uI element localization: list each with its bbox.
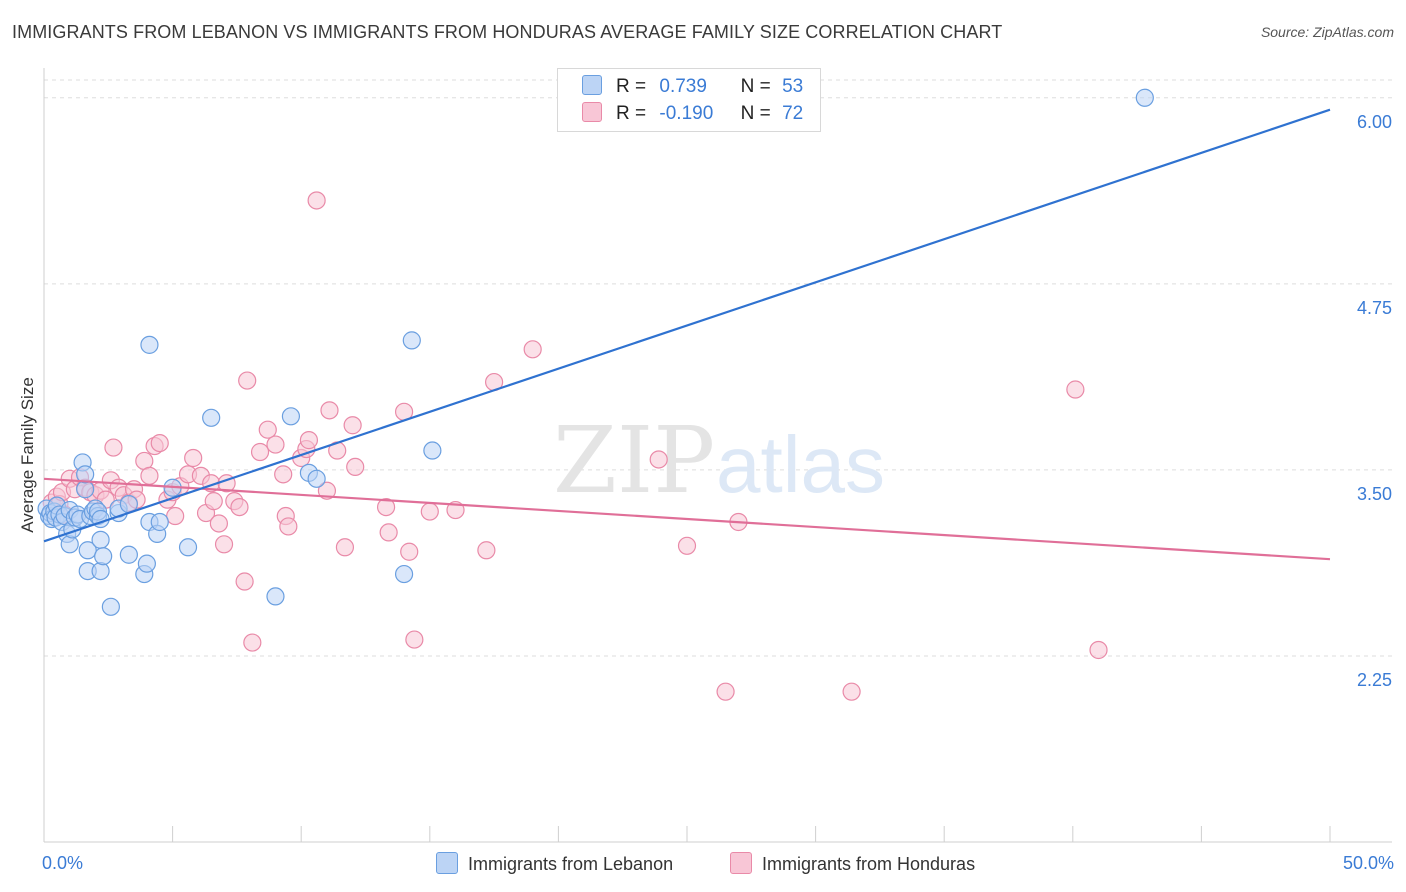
bottom-legend-lebanon: Immigrants from Lebanon [436,852,673,875]
lebanon-point [402,331,421,350]
lebanon-point [266,587,285,606]
bottom-legend-honduras: Immigrants from Honduras [730,852,975,875]
y-tick-label: 2.25 [1357,670,1392,690]
bottom-legend-label-honduras: Immigrants from Honduras [762,854,976,874]
source-label: Source: ZipAtlas.com [1260,24,1394,40]
lebanon-point [91,530,110,549]
lebanon-point [281,407,301,426]
honduras-point [649,450,668,469]
watermark-zip: ZIP [553,407,715,514]
honduras-point [335,538,355,557]
correlation-legend: R = 0.739 N = 53 R = -0.190 N = 72 [557,68,821,132]
legend-n-value-lebanon: 53 [782,76,804,97]
honduras-point [405,630,424,649]
honduras-point [230,497,249,517]
legend-row-lebanon: R = 0.739 N = 53 [582,75,803,99]
watermark-atlas: atlas [716,420,885,509]
honduras-point [307,191,326,210]
lebanon-point [423,441,442,460]
honduras-point [166,506,185,526]
chart-title: IMMIGRANTS FROM LEBANON VS IMMIGRANTS FR… [12,22,1003,42]
honduras-point [1089,640,1108,660]
lebanon-point [78,541,97,560]
lebanon-point [76,465,95,484]
honduras-point [1066,380,1085,399]
x-tick-label-min: 0.0% [42,853,84,873]
honduras-point [238,371,257,390]
honduras-point [214,535,234,554]
honduras-point [140,466,159,485]
y-tick-label: 6.00 [1357,112,1392,132]
y-tick-label: 4.75 [1357,298,1392,318]
lebanon-point [140,335,159,354]
honduras-point [842,682,861,701]
lebanon-point [94,547,113,566]
lebanon-point [60,535,79,554]
y-tick-label: 3.50 [1357,484,1392,504]
lebanon-point [101,597,120,616]
honduras-trend-line [43,477,1331,561]
honduras-point [243,633,262,652]
bottom-legend-label-lebanon: Immigrants from Lebanon [468,854,674,874]
legend-r-label: R = [616,103,647,124]
honduras-point [477,541,496,560]
honduras-point [266,435,285,454]
honduras-point [235,572,254,591]
lebanon-point [202,408,221,427]
honduras-point [716,682,735,701]
legend-swatch-honduras [582,102,602,122]
honduras-point [376,497,396,517]
lebanon-point [91,561,110,581]
bottom-legend-swatch-lebanon [436,852,458,874]
lebanon-point [119,545,138,564]
honduras-point [150,433,169,453]
legend-n-value-honduras: 72 [782,103,804,124]
legend-swatch-lebanon [582,75,602,95]
legend-r-label: R = [616,76,647,97]
x-tick-label-max: 50.0% [1342,853,1394,873]
honduras-point [209,514,228,533]
legend-n-label: N = [740,103,771,124]
lebanon-point [137,554,156,573]
honduras-point [677,536,697,555]
legend-row-honduras: R = -0.190 N = 72 [582,102,803,126]
lebanon-point [307,469,326,488]
honduras-point [274,465,293,484]
honduras-point [299,431,319,450]
bottom-legend-swatch-honduras [730,852,752,874]
legend-n-label: N = [740,76,771,97]
honduras-point [250,442,270,462]
legend-r-value-lebanon: 0.739 [659,76,707,97]
honduras-point [320,401,339,420]
honduras-point [343,416,362,435]
legend-r-value-honduras: -0.190 [659,103,714,124]
honduras-point [204,492,223,511]
lebanon-point [1135,88,1154,107]
honduras-point [184,448,203,468]
lebanon-point [394,564,414,584]
lebanon-trend-line [43,108,1331,543]
lebanon-point [178,538,198,557]
y-axis-label: Average Family Size [18,377,37,533]
honduras-point [400,542,419,561]
honduras-point [346,457,365,477]
honduras-point [523,340,542,359]
honduras-point [317,481,337,500]
honduras-point [379,523,398,542]
honduras-point [420,502,439,521]
honduras-point [104,438,123,457]
honduras-point [279,517,298,536]
honduras-point [258,420,277,439]
lebanon-point [150,512,169,532]
